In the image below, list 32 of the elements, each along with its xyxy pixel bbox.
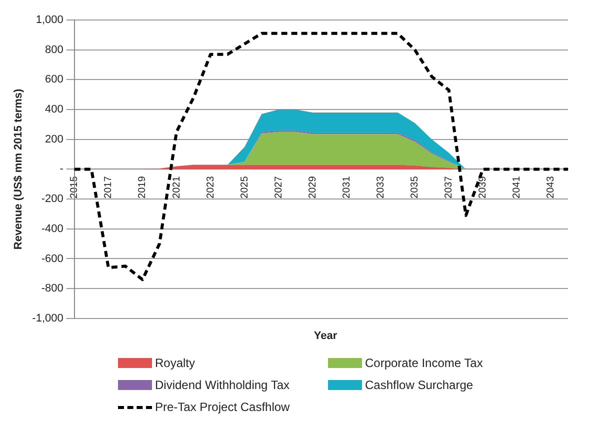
y-tick-label: -800 (41, 282, 64, 295)
x-tick-label: 2023 (205, 176, 216, 198)
x-tick-label: 2037 (444, 176, 455, 198)
y-tick-label: 200 (45, 133, 64, 146)
legend-label: Corporate Income Tax (365, 356, 483, 370)
x-tick-label: 2019 (137, 176, 148, 198)
y-tick-label: -600 (41, 252, 64, 265)
x-tick-label: 2041 (512, 176, 523, 198)
x-tick-label: 2029 (307, 176, 318, 198)
y-tick-label: - (60, 163, 64, 176)
y-tick-label: -1,000 (32, 312, 64, 324)
legend-label: Dividend Withholding Tax (155, 378, 290, 392)
x-tick-label: 2017 (103, 176, 114, 198)
y-tick-label: 600 (45, 74, 64, 86)
y-tick-label: 800 (45, 44, 64, 56)
y-tick-label: -200 (41, 193, 64, 206)
x-tick-label: 2039 (478, 176, 489, 198)
y-tick-label: 400 (45, 104, 64, 116)
legend-label: Royalty (155, 356, 196, 370)
x-tick-label: 2021 (171, 176, 182, 198)
x-axis-title: Year (312, 330, 338, 342)
legend-label: Cashflow Surcharge (365, 378, 474, 392)
y-tick-label: -400 (41, 222, 64, 235)
legend-label: Pre-Tax Project Casfhlow (155, 400, 290, 414)
x-tick-label: 2035 (410, 176, 421, 198)
y-axis-title: Revenue (US$ mm 2015 terms) (12, 88, 25, 250)
x-tick-label: 2027 (273, 176, 284, 198)
x-tick-label: 2025 (239, 176, 250, 198)
x-tick-label: 2031 (341, 176, 352, 198)
x-tick-label: 2043 (546, 176, 557, 198)
y-tick-label: 1,000 (36, 14, 64, 26)
x-tick-label: 2033 (376, 176, 387, 198)
